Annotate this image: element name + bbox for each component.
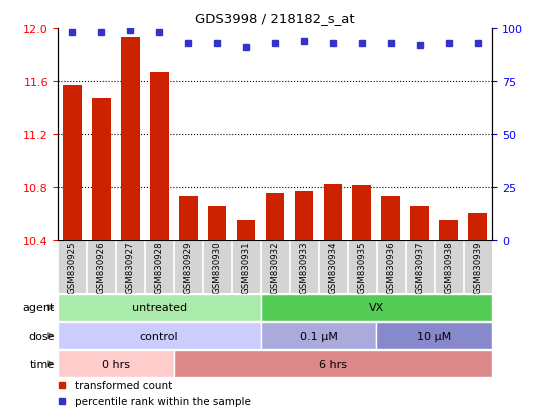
Bar: [92, 99, 111, 240]
Bar: [236, 220, 255, 240]
Bar: [353, 186, 371, 240]
Text: GSM830937: GSM830937: [415, 241, 425, 294]
Text: GSM830931: GSM830931: [241, 241, 251, 294]
Text: GSM830925: GSM830925: [68, 241, 77, 294]
Bar: [63, 85, 81, 240]
Bar: [261, 322, 376, 349]
Bar: [150, 72, 168, 240]
Bar: [261, 294, 492, 321]
Bar: [382, 197, 400, 240]
Bar: [179, 197, 197, 240]
Bar: [58, 322, 261, 349]
Text: GSM830928: GSM830928: [155, 241, 164, 294]
Text: GSM830939: GSM830939: [473, 241, 482, 293]
Bar: [295, 191, 313, 240]
Bar: [469, 214, 487, 240]
Bar: [174, 350, 492, 377]
Bar: [290, 240, 318, 294]
Text: GSM830932: GSM830932: [271, 241, 279, 294]
Bar: [435, 240, 463, 294]
Bar: [87, 240, 115, 294]
Text: percentile rank within the sample: percentile rank within the sample: [75, 396, 251, 406]
Bar: [377, 240, 405, 294]
Bar: [376, 322, 492, 349]
Text: GSM830930: GSM830930: [212, 241, 222, 294]
Bar: [116, 240, 144, 294]
Text: transformed count: transformed count: [75, 380, 172, 390]
Bar: [348, 240, 376, 294]
Text: GDS3998 / 218182_s_at: GDS3998 / 218182_s_at: [195, 12, 355, 25]
Text: time: time: [30, 359, 55, 369]
Text: agent: agent: [23, 303, 55, 313]
Bar: [121, 38, 140, 240]
Bar: [58, 350, 174, 377]
Text: dose: dose: [29, 331, 55, 341]
Bar: [406, 240, 434, 294]
Text: 0 hrs: 0 hrs: [102, 359, 130, 369]
Text: GSM830938: GSM830938: [444, 241, 453, 294]
Text: GSM830936: GSM830936: [386, 241, 395, 294]
Text: control: control: [140, 331, 178, 341]
Text: 10 μM: 10 μM: [417, 331, 452, 341]
Text: 6 hrs: 6 hrs: [319, 359, 347, 369]
Text: 0.1 μM: 0.1 μM: [300, 331, 337, 341]
Bar: [323, 185, 342, 240]
Bar: [266, 194, 284, 240]
Bar: [203, 240, 231, 294]
Bar: [261, 240, 289, 294]
Text: GSM830927: GSM830927: [125, 241, 135, 294]
Text: GSM830929: GSM830929: [184, 241, 192, 293]
Bar: [174, 240, 202, 294]
Text: GSM830926: GSM830926: [97, 241, 106, 294]
Text: VX: VX: [368, 303, 384, 313]
Bar: [58, 240, 86, 294]
Text: untreated: untreated: [131, 303, 186, 313]
Bar: [410, 207, 429, 240]
Bar: [439, 220, 458, 240]
Text: GSM830934: GSM830934: [328, 241, 338, 294]
Bar: [145, 240, 173, 294]
Bar: [464, 240, 492, 294]
Bar: [319, 240, 347, 294]
Bar: [208, 207, 227, 240]
Bar: [232, 240, 260, 294]
Bar: [58, 294, 261, 321]
Text: GSM830933: GSM830933: [299, 241, 309, 294]
Text: GSM830935: GSM830935: [358, 241, 366, 294]
